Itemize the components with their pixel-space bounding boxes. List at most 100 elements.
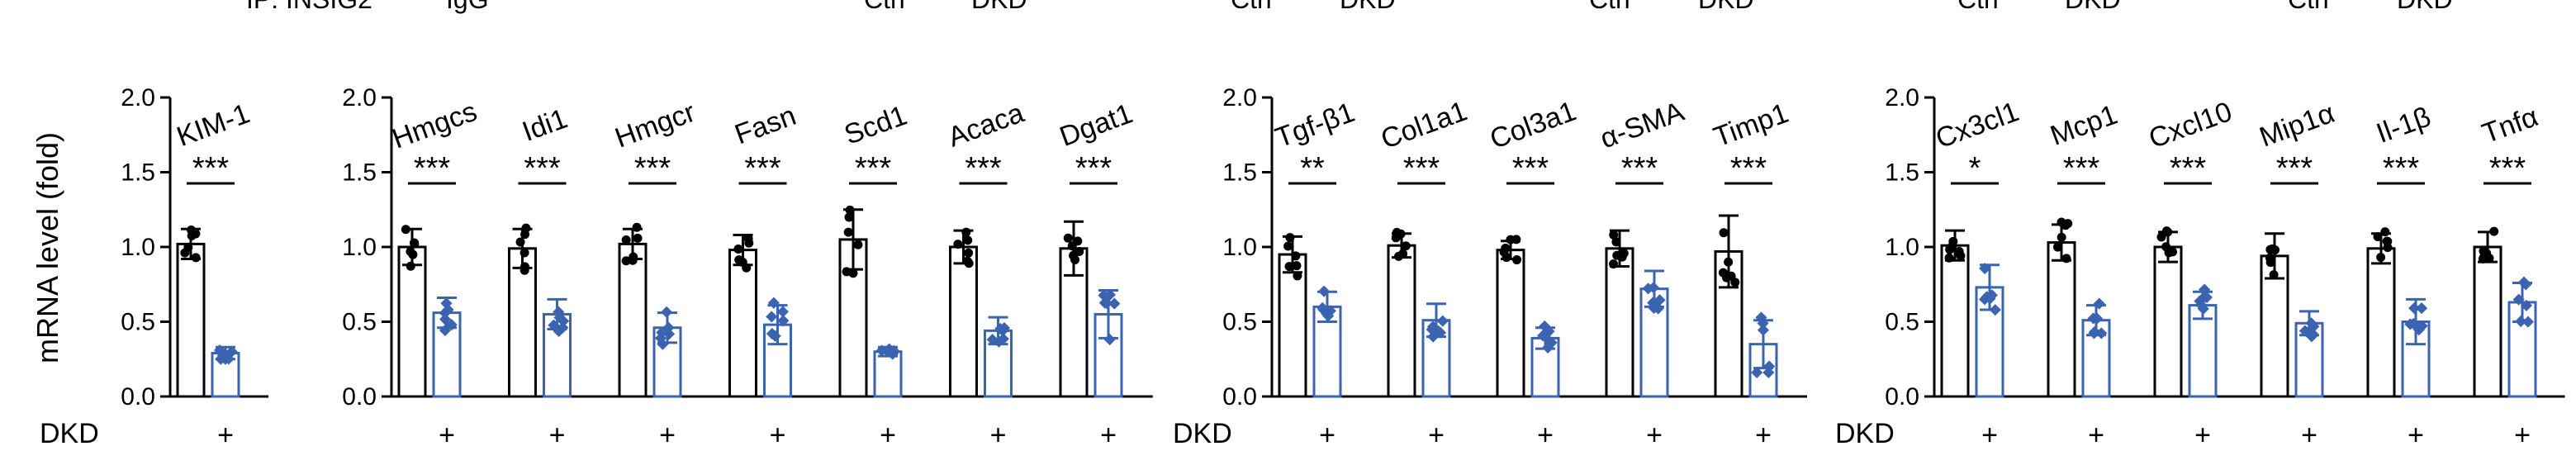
row-label-dkd-panel4: DKD <box>1835 418 1895 449</box>
data-point-ctrl <box>2373 232 2383 242</box>
data-point-dkd <box>1427 330 1440 343</box>
data-point-dkd <box>219 353 231 365</box>
dkd-plus-marker: + <box>2088 420 2104 451</box>
header-dkd-4: DKD <box>2065 0 2121 14</box>
data-point-ctrl <box>1611 237 1621 247</box>
significance-stars: *** <box>2489 151 2526 186</box>
bar-ctrl <box>618 242 648 398</box>
data-point-dkd <box>1098 289 1110 301</box>
data-point-ctrl <box>1063 233 1073 243</box>
header-dkd-5: DKD <box>2397 0 2453 14</box>
data-point-dkd <box>654 332 667 344</box>
data-point-dkd <box>767 297 780 309</box>
data-point-ctrl <box>2161 226 2171 236</box>
y-tick-label: 2.0 <box>121 84 155 112</box>
bar-ctrl <box>2473 245 2502 398</box>
data-point-ctrl <box>2489 226 2499 236</box>
y-tick-label: 2.0 <box>342 84 377 112</box>
data-point-dkd <box>986 334 999 346</box>
bar-group-Mcp1: Mcp1*** + <box>2047 99 2122 451</box>
data-point-ctrl <box>401 225 410 235</box>
data-point-dkd <box>1318 285 1331 297</box>
bar-group-Il-1β: Il-1β*** + <box>2366 101 2435 451</box>
y-tick-label: 1.0 <box>1222 234 1257 261</box>
gene-label: Fasn <box>731 100 800 151</box>
data-point-ctrl <box>515 237 525 247</box>
data-point-dkd <box>888 344 900 357</box>
data-point-dkd <box>1542 341 1554 354</box>
dkd-plus-marker: + <box>659 420 676 451</box>
data-point-ctrl <box>191 229 201 239</box>
header-ctrl-2: Ctrl <box>1231 0 1272 14</box>
data-point-ctrl <box>1609 259 1619 269</box>
top-header-fragments: IP: INSIG2 IgG Ctrl DKD Ctrl DKD Ctrl DK… <box>246 0 2453 14</box>
dkd-plus-marker: + <box>1646 420 1663 451</box>
dkd-plus-marker: + <box>217 420 234 451</box>
dkd-plus-marker: + <box>1755 420 1772 451</box>
y-tick-label: 0.0 <box>1222 383 1257 411</box>
data-point-dkd <box>1652 302 1664 315</box>
bar-group-Cxcl10: Cxcl10*** + <box>2145 96 2237 451</box>
data-point-ctrl <box>1284 262 1294 272</box>
bar-group-Mip1α: Mip1α*** + <box>2256 97 2339 451</box>
data-point-ctrl <box>2482 249 2492 259</box>
data-point-dkd <box>445 319 458 331</box>
data-point-dkd <box>661 306 673 318</box>
dkd-plus-marker: + <box>770 420 786 451</box>
bar-group-Acaca: Acaca*** + <box>944 97 1028 451</box>
data-point-dkd <box>766 311 778 323</box>
dkd-plus-marker: + <box>1981 420 1998 451</box>
data-point-ctrl <box>191 253 201 263</box>
data-point-dkd <box>553 311 566 324</box>
gene-label: Il-1β <box>2372 101 2435 150</box>
significance-stars: *** <box>2276 151 2313 186</box>
bar-group-Tnfα: Tnfα*** + <box>2473 101 2542 451</box>
significance-stars: ** <box>1300 151 1325 186</box>
data-point-dkd <box>875 344 888 357</box>
data-point-ctrl <box>1501 253 1511 263</box>
data-point-ctrl <box>2265 258 2275 268</box>
y-tick-label: 0.0 <box>121 383 155 411</box>
data-point-ctrl <box>844 212 854 222</box>
data-point-ctrl <box>1612 250 1622 260</box>
data-point-ctrl <box>843 227 853 237</box>
y-tick-label: 1.5 <box>1222 159 1257 187</box>
gene-label: Acaca <box>944 97 1028 154</box>
gene-label: Idi1 <box>518 102 572 147</box>
bar-group-Idi1: Idi1 *** + <box>508 102 572 451</box>
data-point-ctrl <box>1730 278 1740 287</box>
data-point-ctrl <box>2052 242 2062 252</box>
chart-panel-1: 0.0 0.5 1.0 1.5 2.0 KIM-1*** + <box>121 84 268 451</box>
header-dkd-2: DKD <box>1340 0 1396 14</box>
header-ctrl-3: Ctrl <box>1589 0 1630 14</box>
data-point-ctrl <box>964 248 974 258</box>
chart-panel-4: 0.00.51.01.52.0 Cx3cl1*+Mcp1***+Cxcl10***… <box>1885 84 2565 451</box>
bar-group-KIM-1: KIM-1*** + <box>173 97 254 451</box>
y-tick-label: 0.5 <box>1885 309 1919 336</box>
data-point-ctrl <box>519 265 529 275</box>
data-point-dkd <box>439 324 452 337</box>
data-point-ctrl <box>1948 236 1958 246</box>
y-tick-label: 1.0 <box>1885 234 1919 261</box>
data-point-ctrl <box>1401 241 1411 251</box>
chart-panel-3: 0.00.51.01.52.0 Tgf-β1**+Col1a1***+Col3a1… <box>1222 84 1807 451</box>
dkd-plus-marker: + <box>880 420 896 451</box>
data-point-ctrl <box>2057 232 2066 242</box>
significance-stars: * <box>1969 151 1981 186</box>
data-point-ctrl <box>406 261 415 271</box>
gene-label: Scd1 <box>840 100 911 151</box>
significance-stars: *** <box>2170 151 2207 186</box>
gene-label: Mip1α <box>2256 97 2339 154</box>
y-tick-label: 1.5 <box>1885 159 1919 187</box>
dkd-plus-marker: + <box>1537 420 1554 451</box>
chart-panels: 0.00.51.01.52.0 KIM-1***+0.00.51.01.52.0 H… <box>121 84 2565 451</box>
y-tick-label: 2.0 <box>1222 84 1257 112</box>
data-point-ctrl <box>738 257 747 267</box>
bar-ctrl <box>1496 249 1525 398</box>
gene-label: α-SMA <box>1596 96 1689 155</box>
dkd-plus-marker: + <box>2194 420 2211 451</box>
y-tick-label: 0.0 <box>342 383 377 411</box>
significance-stars: *** <box>2063 151 2100 186</box>
data-point-dkd <box>557 321 569 334</box>
data-point-ctrl <box>406 246 415 256</box>
